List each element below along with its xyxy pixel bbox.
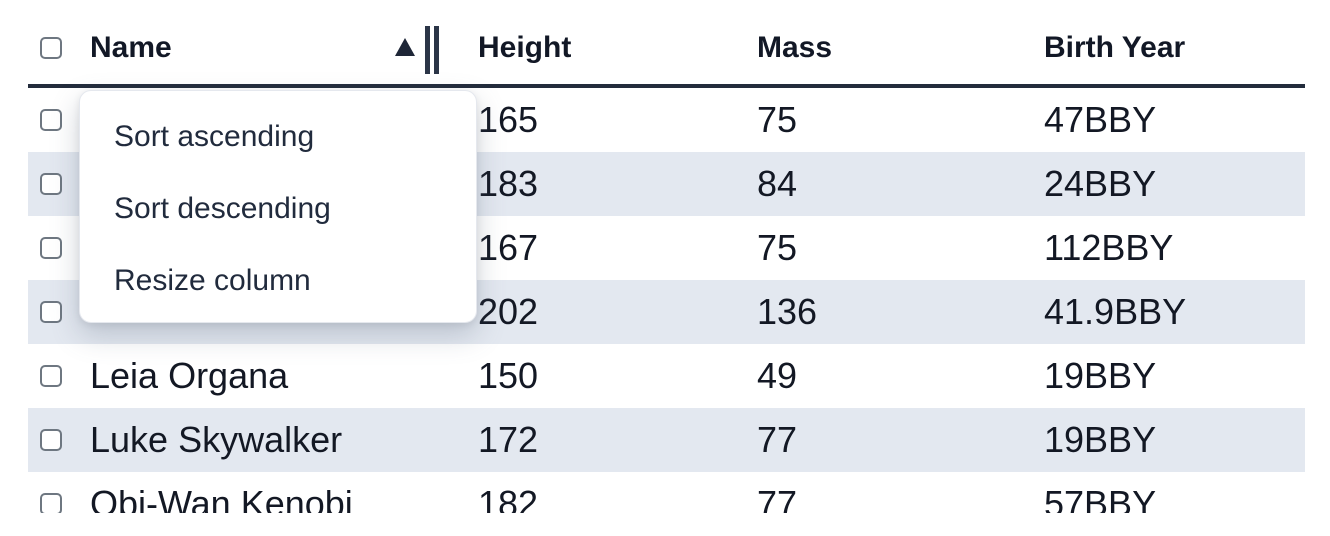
column-header-mass[interactable]: Mass bbox=[723, 12, 1008, 84]
cell-birth-year: 19BBY bbox=[1044, 419, 1157, 460]
cell-birth-year: 19BBY bbox=[1044, 355, 1157, 396]
cell-height: 183 bbox=[478, 163, 539, 204]
table-row: Luke Skywalker 172 77 19BBY bbox=[28, 408, 1305, 472]
menu-item-sort-descending[interactable]: Sort descending bbox=[114, 192, 331, 225]
row-checkbox[interactable] bbox=[40, 493, 62, 513]
cell-name: Luke Skywalker bbox=[90, 419, 343, 460]
column-header-name[interactable]: Name bbox=[78, 12, 443, 84]
cell-name: Obi-Wan Kenobi bbox=[90, 483, 353, 513]
cell-height: 182 bbox=[478, 483, 539, 513]
column-header-name-label: Name bbox=[90, 31, 172, 64]
cell-birth-year: 41.9BBY bbox=[1044, 291, 1187, 332]
table-row: Leia Organa 150 49 19BBY bbox=[28, 344, 1305, 408]
select-all-cell bbox=[28, 37, 78, 59]
cell-mass: 77 bbox=[757, 483, 798, 513]
row-checkbox-cell bbox=[28, 365, 78, 387]
cell-birth-year: 57BBY bbox=[1044, 483, 1157, 513]
row-checkbox[interactable] bbox=[40, 237, 62, 259]
row-checkbox-cell bbox=[28, 237, 78, 259]
cell-mass: 75 bbox=[757, 227, 798, 268]
cell-birth-year: 112BBY bbox=[1044, 227, 1174, 268]
cell-birth-year: 47BBY bbox=[1044, 99, 1157, 140]
sort-ascending-icon bbox=[395, 38, 415, 56]
select-all-checkbox[interactable] bbox=[40, 37, 62, 59]
row-checkbox-cell bbox=[28, 301, 78, 323]
row-checkbox[interactable] bbox=[40, 301, 62, 323]
menu-item-resize-column[interactable]: Resize column bbox=[114, 264, 311, 297]
table-row: 165 75 47BBY bbox=[28, 88, 1305, 152]
cell-mass: 75 bbox=[757, 99, 798, 140]
row-checkbox[interactable] bbox=[40, 365, 62, 387]
table-row: Obi-Wan Kenobi 182 77 57BBY bbox=[28, 472, 1305, 513]
column-header-height-label: Height bbox=[478, 31, 572, 64]
column-header-mass-label: Mass bbox=[757, 31, 833, 64]
cell-height: 202 bbox=[478, 291, 539, 332]
row-checkbox[interactable] bbox=[40, 429, 62, 451]
resize-bar-icon bbox=[434, 26, 439, 74]
table-row: 167 75 112BBY bbox=[28, 216, 1305, 280]
cell-height: 165 bbox=[478, 99, 539, 140]
cell-birth-year: 24BBY bbox=[1044, 163, 1157, 204]
menu-item-sort-ascending[interactable]: Sort ascending bbox=[114, 120, 315, 153]
cell-mass: 84 bbox=[757, 163, 798, 204]
cell-height: 167 bbox=[478, 227, 539, 268]
row-checkbox-cell bbox=[28, 429, 78, 451]
row-checkbox[interactable] bbox=[40, 109, 62, 131]
column-header-height[interactable]: Height bbox=[443, 12, 723, 84]
column-resize-handle[interactable] bbox=[425, 26, 439, 74]
row-checkbox-cell bbox=[28, 109, 78, 131]
column-header-birth-year-label: Birth Year bbox=[1044, 31, 1186, 64]
cell-mass: 77 bbox=[757, 419, 798, 460]
row-checkbox-cell bbox=[28, 493, 78, 513]
cell-name: Leia Organa bbox=[90, 355, 289, 396]
column-context-menu: Sort ascending Sort descending Resize co… bbox=[79, 90, 477, 323]
cell-height: 150 bbox=[478, 355, 539, 396]
table-header-row: Name Height Mass Birth Year bbox=[28, 0, 1305, 88]
cell-height: 172 bbox=[478, 419, 539, 460]
row-checkbox-cell bbox=[28, 173, 78, 195]
column-header-birth-year[interactable]: Birth Year bbox=[1008, 12, 1305, 84]
resize-bar-icon bbox=[425, 26, 430, 74]
cell-mass: 49 bbox=[757, 355, 798, 396]
row-checkbox[interactable] bbox=[40, 173, 62, 195]
cell-mass: 136 bbox=[757, 291, 818, 332]
